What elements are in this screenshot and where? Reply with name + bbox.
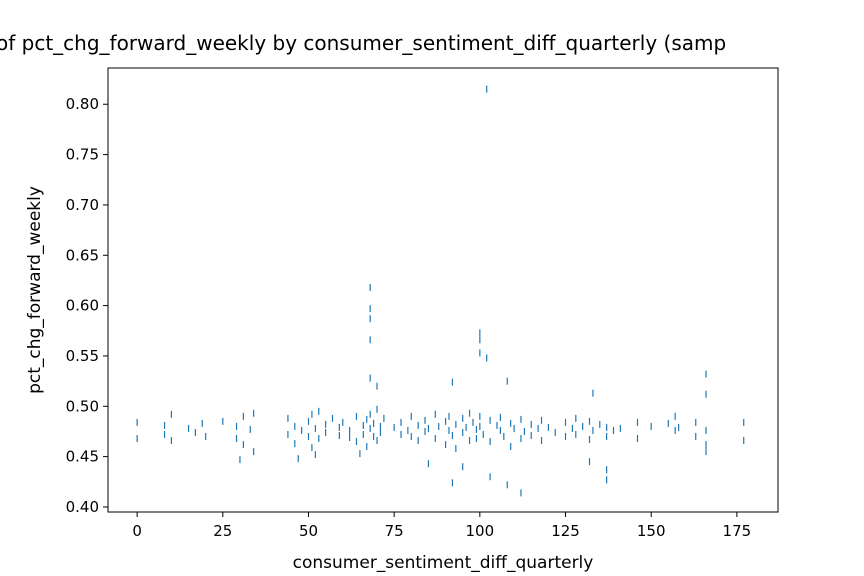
y-tick-label: 0.75 [66,146,99,164]
x-tick-label: 50 [299,522,318,540]
x-tick-label: 125 [551,522,580,540]
y-tick-label: 0.80 [66,95,99,113]
x-tick-label: 0 [132,522,142,540]
chart-title: of pct_chg_forward_weekly by consumer_se… [0,31,726,55]
y-axis-label: pct_chg_forward_weekly [25,186,45,394]
x-tick-label: 150 [637,522,666,540]
x-tick-label: 175 [723,522,752,540]
x-axis-label: consumer_sentiment_diff_quarterly [293,553,594,573]
y-tick-label: 0.55 [66,347,99,365]
x-tick-label: 75 [385,522,404,540]
y-tick-label: 0.45 [66,448,99,466]
plot-frame [107,67,779,513]
y-tick-label: 0.60 [66,297,99,315]
y-tick-label: 0.50 [66,397,99,415]
y-tick-label: 0.65 [66,246,99,264]
y-tick-label: 0.70 [66,196,99,214]
x-tick-label: 25 [213,522,232,540]
y-tick-label: 0.40 [66,498,99,516]
x-tick-label: 100 [466,522,495,540]
